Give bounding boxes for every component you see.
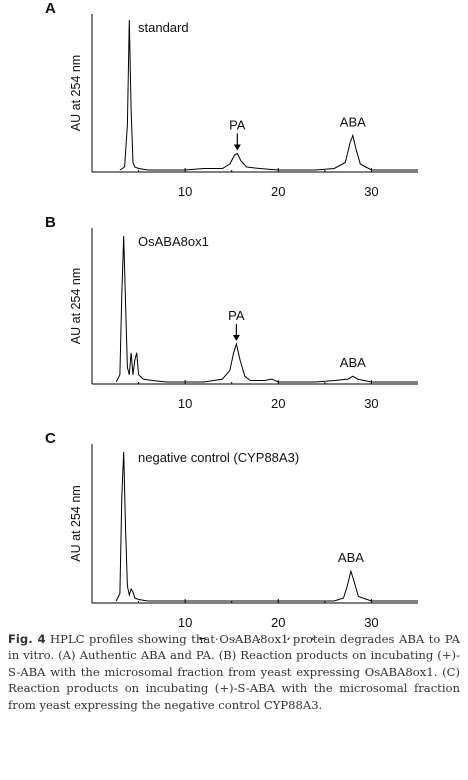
panel-b-tick-label-30: 30 — [364, 396, 378, 411]
panel-c-annotation: negative control (CYP88A3) — [138, 450, 299, 465]
panel-a-trace-0 — [119, 19, 418, 171]
panel-b-ylabel: AU at 254 nm — [69, 268, 83, 344]
caption-text: HPLC profiles showing that OsABA8ox1 pro… — [8, 632, 460, 712]
panel-b-peak-label-pa: PA — [228, 308, 245, 323]
panel-b-peak-label-aba: ABA — [340, 355, 366, 370]
panel-c-peak-label-aba: ABA — [338, 550, 364, 565]
panel-b-tick-label-10: 10 — [178, 396, 192, 411]
panel-b-trace-0 — [115, 235, 418, 383]
panel-c-xlabel: Retention time (min) — [198, 635, 315, 640]
panel-a-peak-label-aba: ABA — [340, 115, 366, 130]
panel-a-ylabel: AU at 254 nm — [69, 55, 83, 131]
figure-caption: Fig. 4 HPLC profiles showing that OsABA8… — [8, 631, 460, 713]
panel-b-tick-label-20: 20 — [271, 396, 285, 411]
panel-c-trace-0 — [115, 451, 418, 602]
panel-c-label: C — [45, 430, 56, 447]
caption-label: Fig. 4 — [8, 632, 46, 646]
panel-c-tick-label-20: 20 — [271, 615, 285, 630]
panel-b-annotation: OsABA8ox1 — [138, 234, 209, 249]
panel-c-tick-label-10: 10 — [178, 615, 192, 630]
panel-a-annotation: standard — [138, 20, 189, 35]
panel-c-tick-label-30: 30 — [364, 615, 378, 630]
panel-a-label: A — [45, 0, 56, 17]
panel-b-label: B — [45, 214, 56, 231]
panel-b-arrow-head-pa — [232, 335, 240, 342]
panel-c-ylabel: AU at 254 nm — [69, 485, 83, 561]
panel-a-tick-label-30: 30 — [364, 184, 378, 199]
panel-a-arrow-head-pa — [233, 144, 241, 151]
panel-a-peak-label-pa: PA — [229, 118, 246, 133]
panel-a-tick-label-10: 10 — [178, 184, 192, 199]
panel-a-tick-label-20: 20 — [271, 184, 285, 199]
hplc-figure: A 10 20 30 AU at 254 nm standard PA ABA B 10 20 30 A… — [45, 0, 418, 640]
